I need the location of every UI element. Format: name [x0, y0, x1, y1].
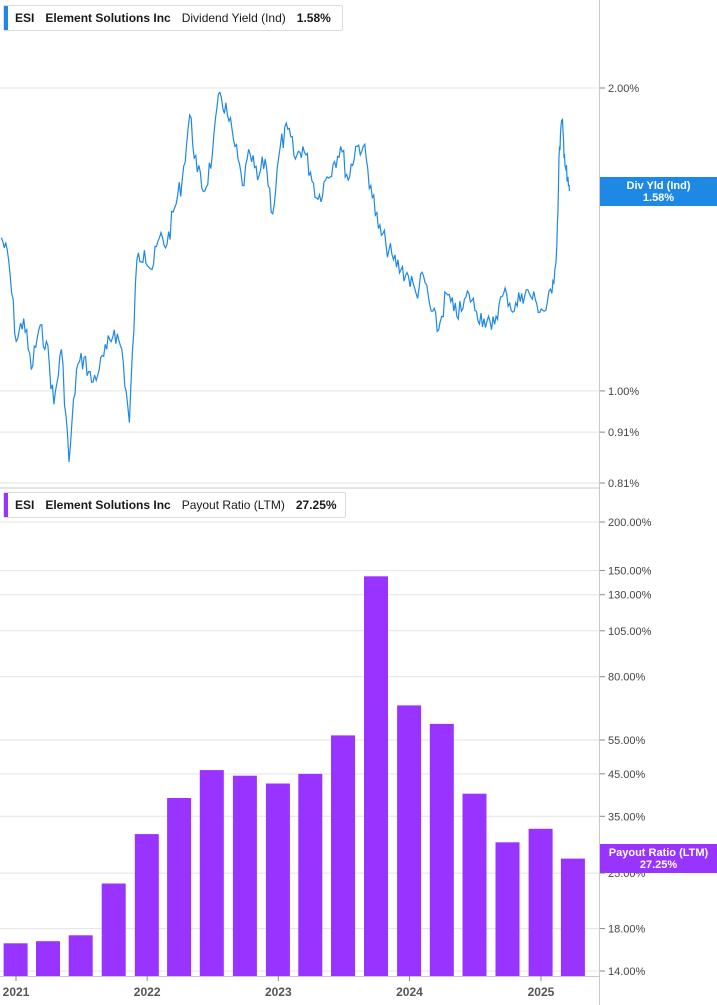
x-tick-label: 2025 — [528, 985, 555, 999]
payout-value-flag: Payout Ratio (LTM) 27.25% — [600, 844, 717, 873]
payout-bar — [3, 943, 28, 976]
yield-legend-ticker: ESI — [15, 11, 35, 25]
payout-bar — [232, 775, 257, 976]
payout-bar — [167, 798, 192, 976]
yield-flag-value: 1.58% — [642, 192, 675, 204]
payout-tick-label: 130.00% — [608, 590, 652, 602]
yield-legend-value: 1.58% — [296, 11, 331, 25]
yield-tick-label: 0.91% — [608, 427, 639, 439]
payout-bar — [462, 793, 487, 976]
yield-gridlines — [0, 87, 600, 484]
yield-tick-label: 1.00% — [608, 386, 639, 398]
payout-tick-label: 150.00% — [608, 566, 652, 578]
yield-value-flag: Div Yld (Ind) 1.58% — [600, 177, 717, 206]
yield-tick-label: 2.00% — [608, 83, 639, 95]
payout-bar — [199, 770, 224, 976]
payout-tick-label: 45.00% — [608, 769, 646, 781]
payout-bar — [101, 883, 126, 976]
yield-tick-label: 0.81% — [608, 478, 639, 490]
yield-legend[interactable]: ESI Element Solutions Inc Dividend Yield… — [3, 5, 343, 31]
payout-y-tick-labels: 200.00% 150.00% 130.00% 105.00% 80.00% 55.00%… — [600, 517, 652, 978]
payout-bar — [331, 735, 355, 976]
payout-bars — [3, 576, 585, 976]
yield-y-tick-labels: 2.00% 1.00% 0.91% 0.81% — [600, 83, 639, 490]
payout-tick-label: 14.00% — [608, 966, 646, 978]
x-tick-label: 2023 — [265, 985, 292, 999]
payout-bar — [528, 828, 553, 976]
payout-tick-label: 18.00% — [608, 924, 646, 936]
payout-flag-label: Payout Ratio (LTM) — [608, 847, 709, 859]
x-tick-labels: 2021 2022 2023 2024 2025 — [3, 976, 555, 999]
payout-legend-swatch — [4, 493, 8, 517]
payout-legend-metric: Payout Ratio (LTM) — [181, 498, 285, 512]
payout-bar — [364, 576, 388, 976]
payout-bar — [68, 935, 93, 976]
payout-bar — [265, 783, 290, 976]
payout-legend-ticker: ESI — [15, 498, 35, 512]
yield-legend-company: Element Solutions Inc — [45, 11, 171, 25]
payout-flag-value: 27.25% — [639, 859, 678, 871]
yield-legend-swatch — [4, 6, 8, 30]
payout-bar — [36, 941, 60, 976]
payout-bar — [298, 773, 323, 976]
payout-tick-label: 35.00% — [608, 811, 646, 823]
dividend-yield-series-line — [0, 91, 571, 462]
x-tick-label: 2021 — [3, 985, 30, 999]
payout-tick-label: 105.00% — [608, 626, 652, 638]
payout-bar — [560, 858, 585, 976]
payout-tick-label: 200.00% — [608, 517, 652, 529]
x-tick-label: 2024 — [396, 985, 423, 999]
x-tick-label: 2022 — [134, 985, 161, 999]
payout-legend[interactable]: ESI Element Solutions Inc Payout Ratio (… — [3, 492, 346, 518]
payout-tick-label: 55.00% — [608, 735, 646, 747]
payout-legend-value: 27.25% — [295, 498, 337, 512]
payout-tick-label: 80.00% — [608, 672, 646, 684]
payout-bar — [429, 723, 454, 976]
yield-legend-metric: Dividend Yield (Ind) — [181, 11, 286, 25]
yield-flag-label: Div Yld (Ind) — [626, 180, 691, 192]
payout-legend-company: Element Solutions Inc — [45, 498, 171, 512]
payout-bar — [397, 705, 422, 976]
payout-bar — [134, 834, 159, 976]
payout-bar — [495, 842, 520, 976]
